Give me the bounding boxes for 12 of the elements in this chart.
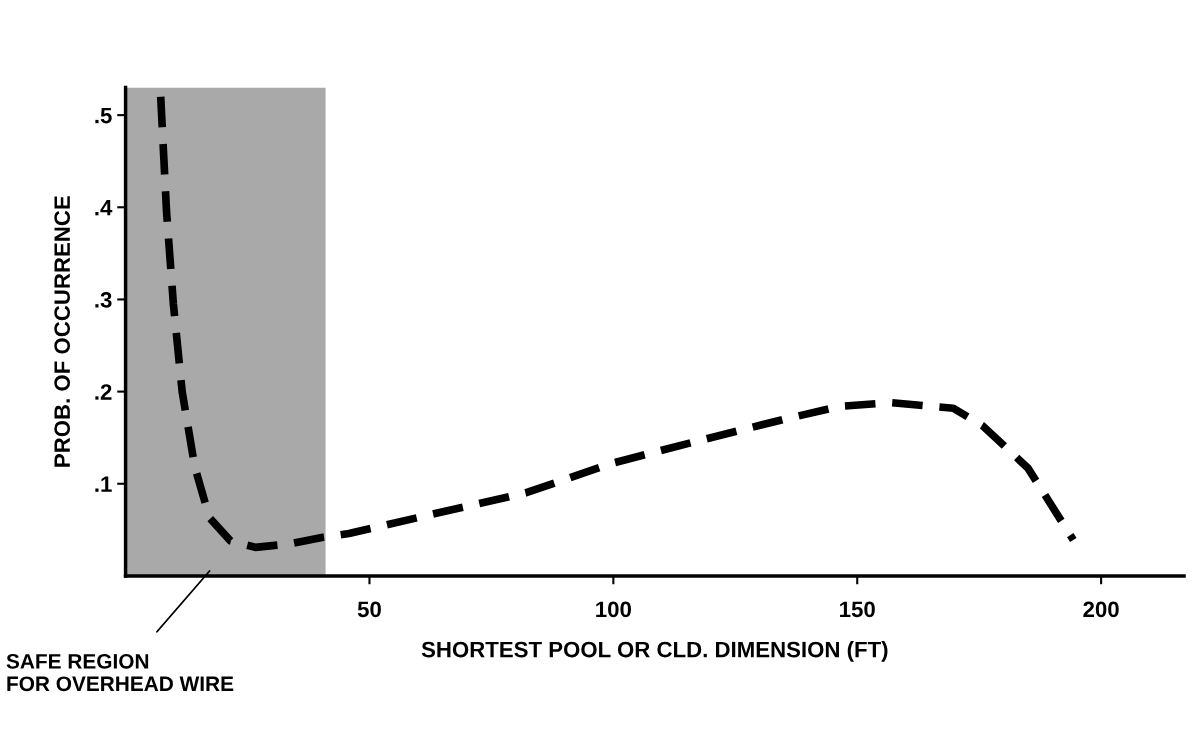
- x-tick-label: 50: [357, 601, 381, 618]
- x-tick-label: 100: [596, 601, 631, 618]
- x-tick-label: 200: [1083, 601, 1119, 618]
- y-tick-label: .1: [95, 476, 112, 492]
- band-label: SAFE REGION FOR OVERHEAD WIRE: [6, 653, 234, 692]
- y-axis-title: PROB. OF OCCURRENCE: [54, 196, 71, 467]
- x-axis-title: SHORTEST POOL OR CLD. DIMENSION (FT): [421, 641, 888, 662]
- y-tick-label: .4: [95, 200, 113, 216]
- y-tick-label: .5: [95, 107, 112, 124]
- x-tick-label: 150: [840, 601, 875, 618]
- y-tick-label: .2: [95, 384, 112, 400]
- y-tick-label: .3: [95, 291, 112, 308]
